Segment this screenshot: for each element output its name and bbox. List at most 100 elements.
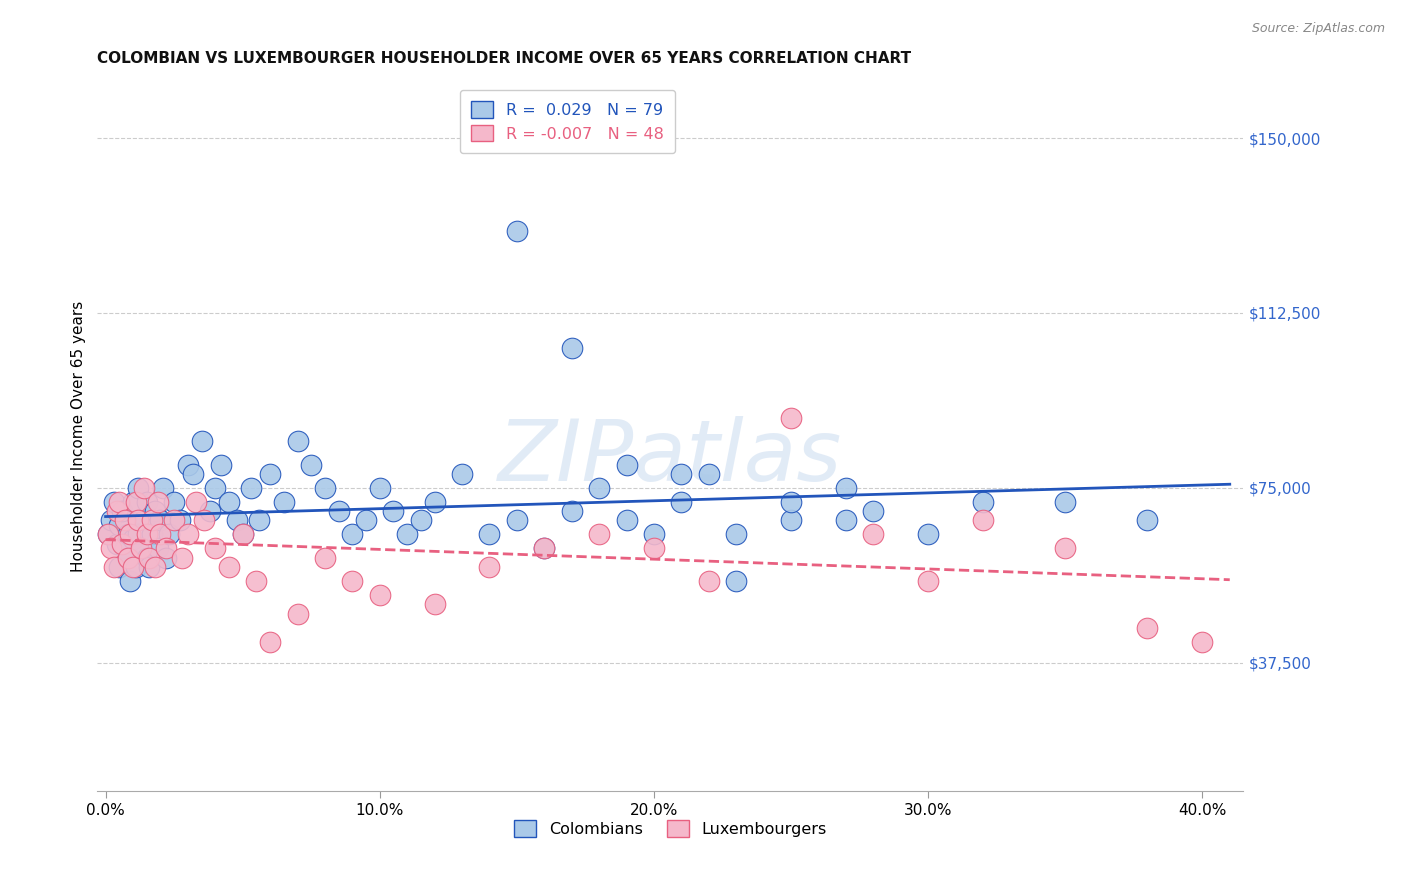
- Point: [725, 527, 748, 541]
- Point: [103, 495, 125, 509]
- Point: [132, 481, 155, 495]
- Point: [671, 495, 693, 509]
- Point: [478, 527, 501, 541]
- Point: [120, 574, 142, 588]
- Point: [697, 467, 720, 481]
- Point: [506, 224, 529, 238]
- Point: [396, 527, 419, 541]
- Point: [835, 513, 858, 527]
- Point: [169, 513, 191, 527]
- Point: [287, 434, 309, 449]
- Point: [97, 527, 120, 541]
- Point: [108, 560, 131, 574]
- Point: [117, 550, 139, 565]
- Point: [328, 504, 350, 518]
- Point: [232, 527, 254, 541]
- Point: [125, 560, 148, 574]
- Point: [105, 537, 128, 551]
- Point: [533, 541, 555, 556]
- Point: [780, 513, 803, 527]
- Point: [287, 607, 309, 621]
- Point: [141, 527, 163, 541]
- Point: [143, 504, 166, 518]
- Point: [917, 527, 939, 541]
- Point: [111, 537, 134, 551]
- Point: [259, 634, 281, 648]
- Text: COLOMBIAN VS LUXEMBOURGER HOUSEHOLDER INCOME OVER 65 YEARS CORRELATION CHART: COLOMBIAN VS LUXEMBOURGER HOUSEHOLDER IN…: [97, 51, 911, 66]
- Point: [127, 513, 149, 527]
- Point: [1191, 634, 1213, 648]
- Point: [122, 495, 145, 509]
- Point: [725, 574, 748, 588]
- Point: [259, 467, 281, 481]
- Point: [247, 513, 270, 527]
- Point: [117, 527, 139, 541]
- Point: [226, 513, 249, 527]
- Point: [972, 495, 994, 509]
- Text: Source: ZipAtlas.com: Source: ZipAtlas.com: [1251, 22, 1385, 36]
- Point: [122, 560, 145, 574]
- Point: [198, 504, 221, 518]
- Point: [368, 481, 391, 495]
- Point: [616, 458, 638, 472]
- Point: [135, 550, 157, 565]
- Point: [129, 541, 152, 556]
- Point: [423, 495, 446, 509]
- Point: [314, 481, 336, 495]
- Point: [149, 527, 172, 541]
- Point: [382, 504, 405, 518]
- Point: [146, 495, 169, 509]
- Text: ZIPatlas: ZIPatlas: [498, 417, 842, 500]
- Point: [671, 467, 693, 481]
- Y-axis label: Householder Income Over 65 years: Householder Income Over 65 years: [72, 301, 86, 572]
- Point: [835, 481, 858, 495]
- Point: [232, 527, 254, 541]
- Point: [177, 527, 200, 541]
- Point: [125, 495, 148, 509]
- Point: [239, 481, 262, 495]
- Point: [172, 550, 194, 565]
- Point: [616, 513, 638, 527]
- Point: [218, 495, 240, 509]
- Point: [368, 588, 391, 602]
- Point: [588, 527, 610, 541]
- Point: [354, 513, 377, 527]
- Point: [111, 504, 134, 518]
- Point: [342, 574, 364, 588]
- Point: [209, 458, 232, 472]
- Point: [190, 434, 212, 449]
- Point: [1136, 621, 1159, 635]
- Point: [561, 341, 583, 355]
- Point: [117, 550, 139, 565]
- Point: [314, 550, 336, 565]
- Point: [114, 513, 136, 527]
- Point: [127, 527, 149, 541]
- Point: [108, 495, 131, 509]
- Point: [155, 550, 177, 565]
- Point: [157, 527, 180, 541]
- Point: [108, 518, 131, 533]
- Point: [409, 513, 432, 527]
- Point: [299, 458, 322, 472]
- Point: [129, 541, 152, 556]
- Point: [132, 513, 155, 527]
- Point: [972, 513, 994, 527]
- Point: [100, 541, 122, 556]
- Point: [127, 481, 149, 495]
- Point: [273, 495, 295, 509]
- Point: [506, 513, 529, 527]
- Point: [862, 527, 884, 541]
- Point: [105, 504, 128, 518]
- Point: [138, 560, 160, 574]
- Point: [697, 574, 720, 588]
- Point: [149, 513, 172, 527]
- Point: [204, 481, 226, 495]
- Point: [643, 541, 665, 556]
- Point: [342, 527, 364, 541]
- Point: [100, 513, 122, 527]
- Point: [917, 574, 939, 588]
- Point: [146, 541, 169, 556]
- Point: [478, 560, 501, 574]
- Point: [862, 504, 884, 518]
- Point: [122, 532, 145, 546]
